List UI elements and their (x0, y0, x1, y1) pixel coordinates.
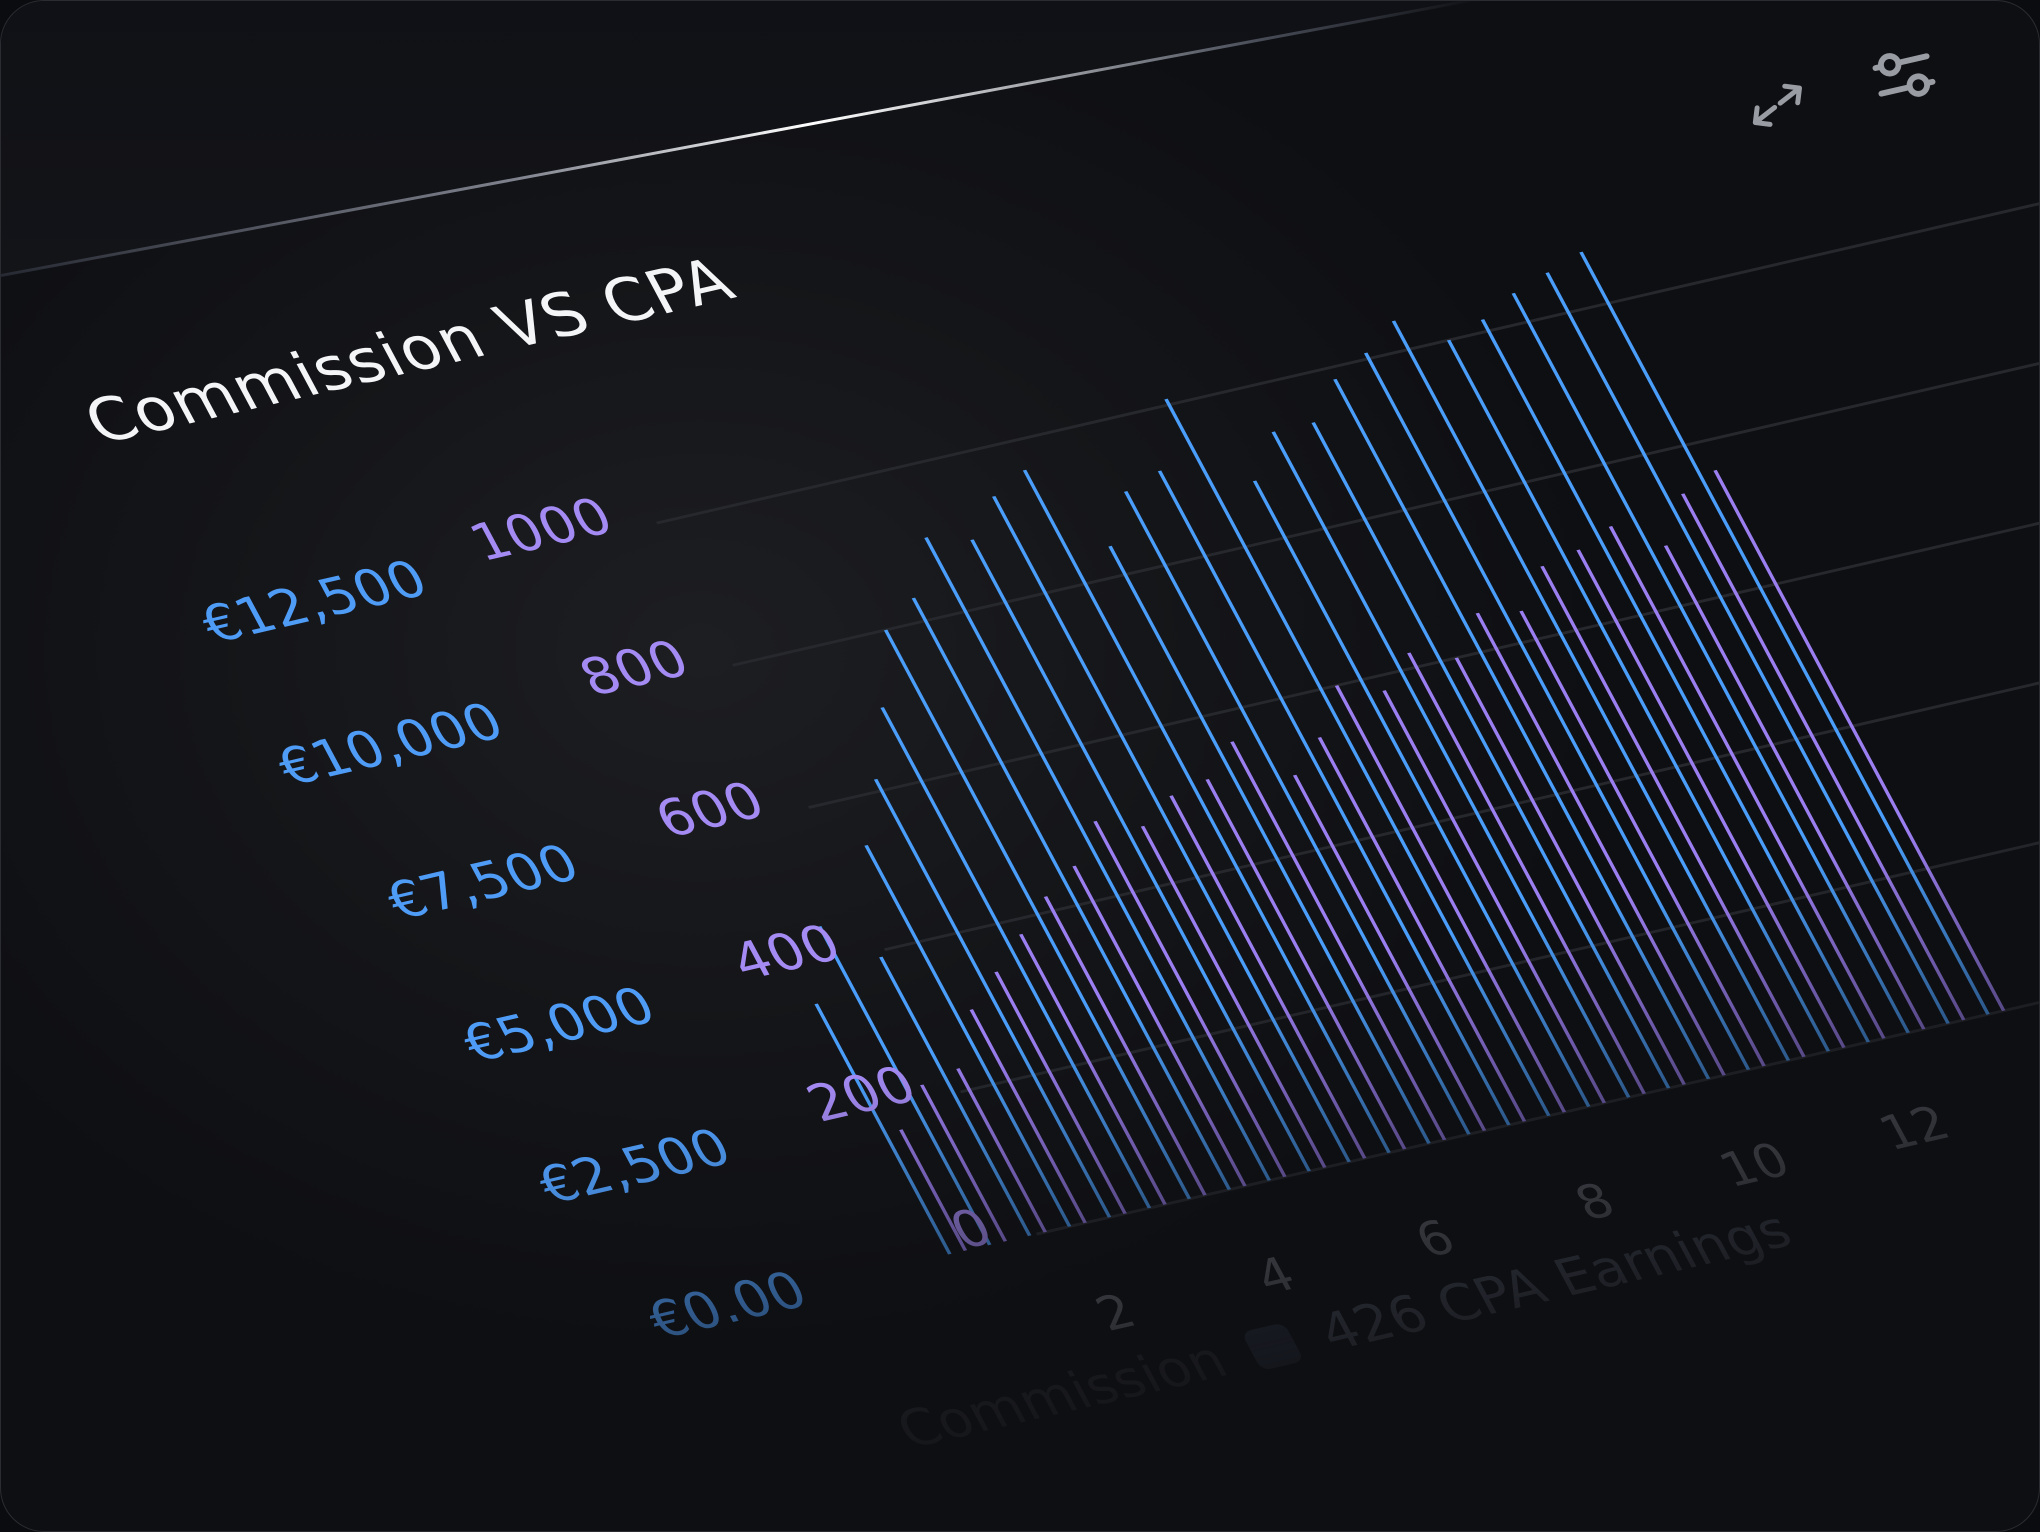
commission-bar[interactable] (1022, 469, 1391, 1154)
cpa-bar[interactable] (1519, 610, 1766, 1067)
cpa-bar[interactable] (1140, 825, 1327, 1168)
commission-bar[interactable] (883, 629, 1192, 1200)
commission-bar[interactable] (970, 539, 1311, 1172)
commission-bar[interactable] (1333, 378, 1711, 1080)
cpa-bar[interactable] (1608, 526, 1886, 1039)
cpa-bar[interactable] (1317, 737, 1527, 1122)
commission-bar[interactable] (1446, 339, 1831, 1052)
commission-bar[interactable] (814, 1003, 952, 1255)
commission-bar[interactable] (1164, 398, 1551, 1117)
cpa-bar[interactable] (1205, 778, 1407, 1150)
commission-bar[interactable] (864, 844, 1072, 1227)
cpa-bar[interactable] (920, 1084, 1008, 1242)
commission-bar[interactable] (1252, 480, 1591, 1107)
cpa-bar[interactable] (1407, 652, 1646, 1095)
commission-bar[interactable] (1157, 470, 1511, 1126)
gridline (731, 252, 2039, 667)
cpa-bar[interactable] (969, 1009, 1087, 1224)
chart-plot (656, 110, 2039, 1255)
commission-bar[interactable] (991, 495, 1351, 1163)
cpa-bar[interactable] (1454, 657, 1686, 1085)
cpa-bar[interactable] (1043, 896, 1207, 1196)
gridline (807, 394, 2039, 809)
cpa-bar[interactable] (1072, 865, 1247, 1187)
cpa-bar[interactable] (899, 1129, 968, 1251)
chart-toolbar (1736, 34, 1947, 147)
chart-plane: Commission VS CPA €0.00 0 €2,500 200 €5,000 4… (73, 1, 2039, 1519)
cpa-bar[interactable] (994, 971, 1127, 1215)
gridline (959, 678, 2039, 1094)
cpa-bar[interactable] (1292, 774, 1487, 1132)
commission-bar[interactable] (1480, 319, 1871, 1043)
cpa-bar[interactable] (1169, 795, 1367, 1159)
commission-bar[interactable] (924, 537, 1271, 1181)
commission-bar[interactable] (1123, 491, 1471, 1135)
commission-bar[interactable] (1108, 545, 1431, 1144)
cpa-bar[interactable] (1334, 685, 1567, 1113)
cpa-bar[interactable] (1681, 493, 1966, 1021)
commission-bar[interactable] (880, 707, 1152, 1209)
expand-icon[interactable] (1736, 64, 1820, 148)
cpa-bar[interactable] (1540, 565, 1806, 1058)
commission-bar[interactable] (1511, 292, 1910, 1034)
commission-bar[interactable] (1579, 251, 1990, 1015)
legend-item-commission[interactable]: Commission (886, 1330, 1238, 1460)
commission-bar[interactable] (879, 956, 1032, 1237)
commission-bar[interactable] (1271, 431, 1631, 1098)
commission-bar[interactable] (911, 597, 1232, 1190)
commission-bar[interactable] (1311, 422, 1671, 1089)
commission-bar[interactable] (817, 925, 992, 1246)
cpa-bar[interactable] (1382, 690, 1607, 1104)
commission-bar[interactable] (1363, 352, 1751, 1071)
x-axis-baseline (1035, 821, 2039, 1236)
gridline (656, 110, 2039, 525)
sliders-icon[interactable] (1862, 34, 1946, 118)
cpa-bar[interactable] (956, 1068, 1047, 1233)
legend-swatch (1241, 1322, 1305, 1371)
cpa-bar[interactable] (1093, 820, 1287, 1178)
legend-label: Commission (886, 1330, 1238, 1460)
cpa-bar[interactable] (1663, 545, 1926, 1030)
commission-bar[interactable] (1545, 272, 1950, 1024)
cpa-bar[interactable] (1713, 469, 2006, 1012)
commission-bar[interactable] (873, 778, 1112, 1218)
gridline (883, 536, 2039, 952)
cpa-bar[interactable] (1576, 549, 1846, 1048)
cpa-bar[interactable] (1230, 741, 1447, 1141)
cpa-bar[interactable] (1019, 933, 1167, 1205)
commission-bar[interactable] (1391, 320, 1791, 1061)
cpa-bar[interactable] (1475, 612, 1726, 1076)
